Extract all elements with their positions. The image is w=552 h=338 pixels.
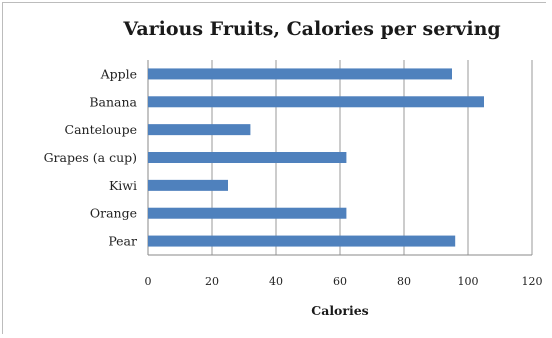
bars bbox=[148, 68, 484, 247]
bar bbox=[148, 124, 251, 136]
x-axis-label: Calories bbox=[311, 303, 368, 318]
category-label: Kiwi bbox=[109, 178, 137, 193]
bar bbox=[148, 96, 484, 108]
x-tick-labels: 0 20 40 60 80 100 120 bbox=[145, 275, 543, 288]
chart-frame bbox=[2, 2, 546, 334]
x-tick-label: 120 bbox=[522, 275, 543, 288]
x-tick-label: 100 bbox=[458, 275, 479, 288]
bar bbox=[148, 207, 347, 219]
category-label: Apple bbox=[100, 66, 137, 81]
bar bbox=[148, 179, 228, 191]
x-tick-label: 60 bbox=[333, 275, 347, 288]
bar bbox=[148, 235, 456, 247]
bar bbox=[148, 68, 452, 80]
category-labels: Apple Banana Canteloupe Grapes (a cup) Kiwi O… bbox=[44, 66, 138, 248]
chart-title: Various Fruits, Calories per serving bbox=[122, 18, 500, 40]
category-label: Pear bbox=[108, 234, 137, 249]
category-label: Orange bbox=[90, 206, 137, 221]
x-tick-label: 0 bbox=[145, 275, 152, 288]
x-tick-label: 20 bbox=[205, 275, 219, 288]
category-label: Banana bbox=[89, 94, 137, 109]
x-tick-label: 80 bbox=[397, 275, 411, 288]
category-label: Grapes (a cup) bbox=[44, 150, 137, 165]
bar bbox=[148, 152, 347, 163]
category-label: Canteloupe bbox=[65, 122, 137, 137]
x-tick-label: 40 bbox=[269, 275, 283, 288]
